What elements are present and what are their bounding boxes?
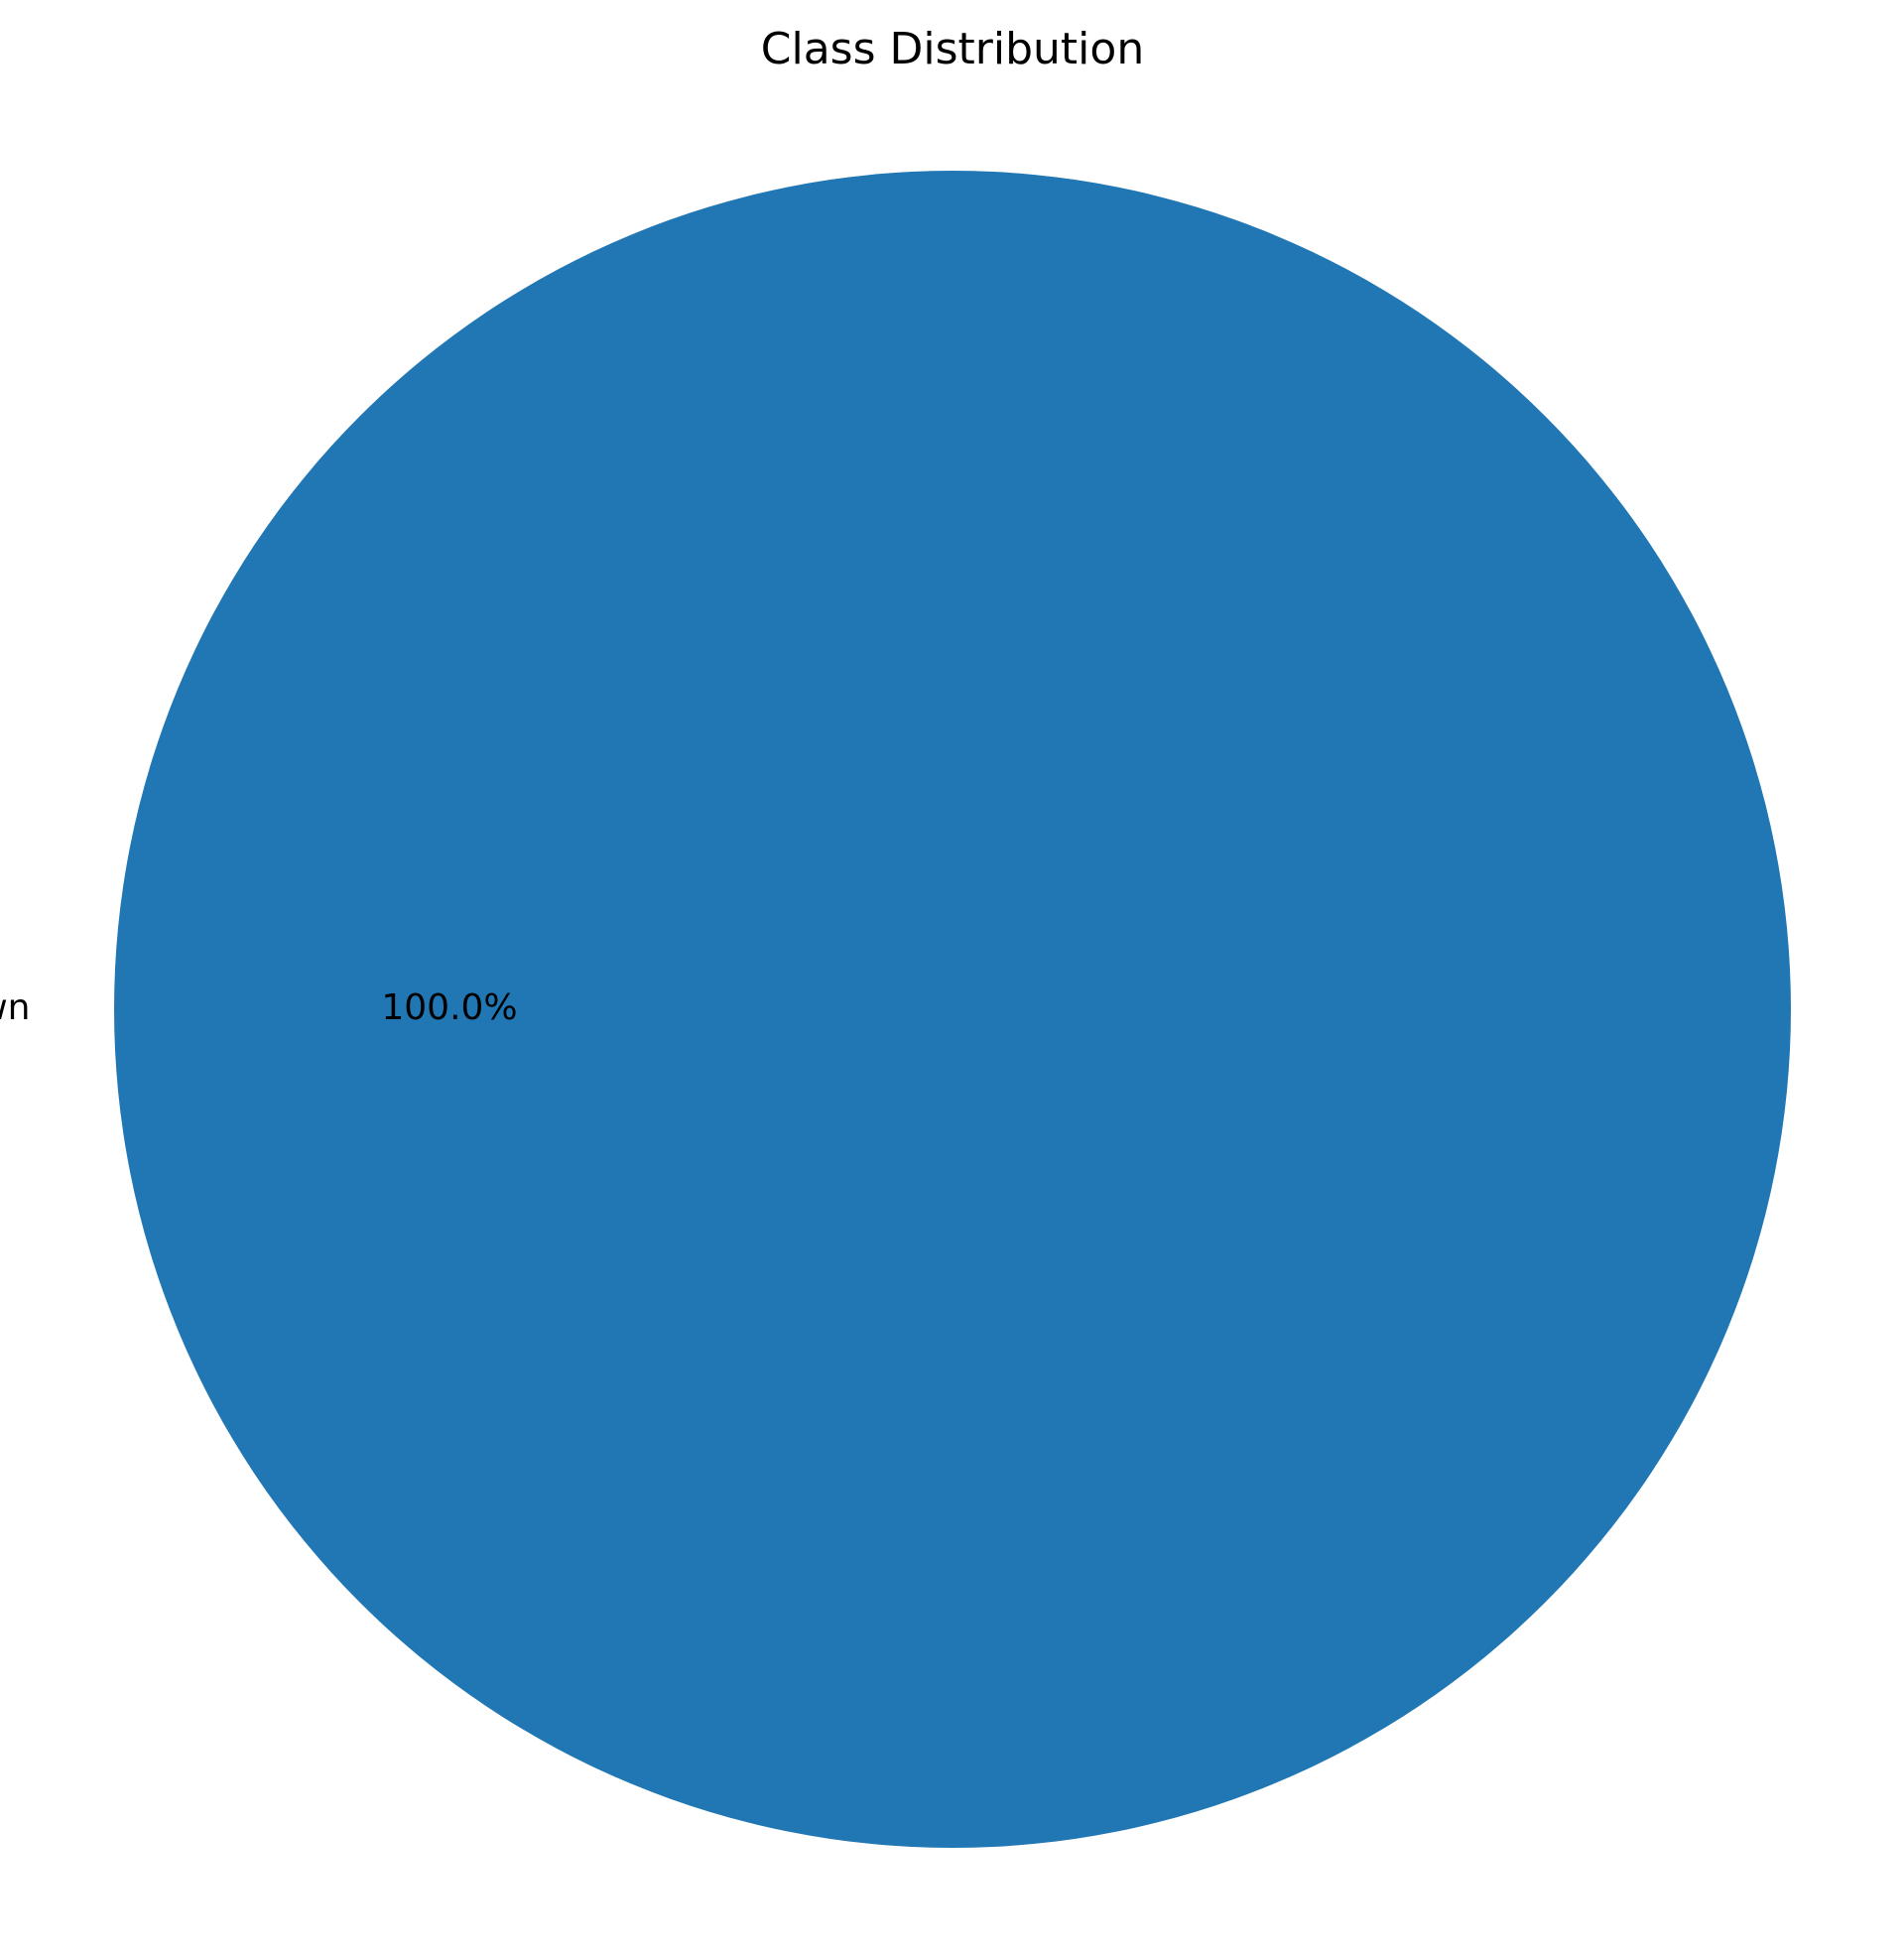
pie-percent-label: 100.0%	[381, 987, 517, 1028]
pie-category-label: Unknown	[0, 987, 31, 1028]
pie-slice-unknown	[114, 171, 1791, 1848]
pie-slices	[114, 171, 1791, 1848]
chart-title: Class Distribution	[761, 24, 1144, 74]
pie-labels: 100.0% Unknown	[0, 987, 518, 1028]
